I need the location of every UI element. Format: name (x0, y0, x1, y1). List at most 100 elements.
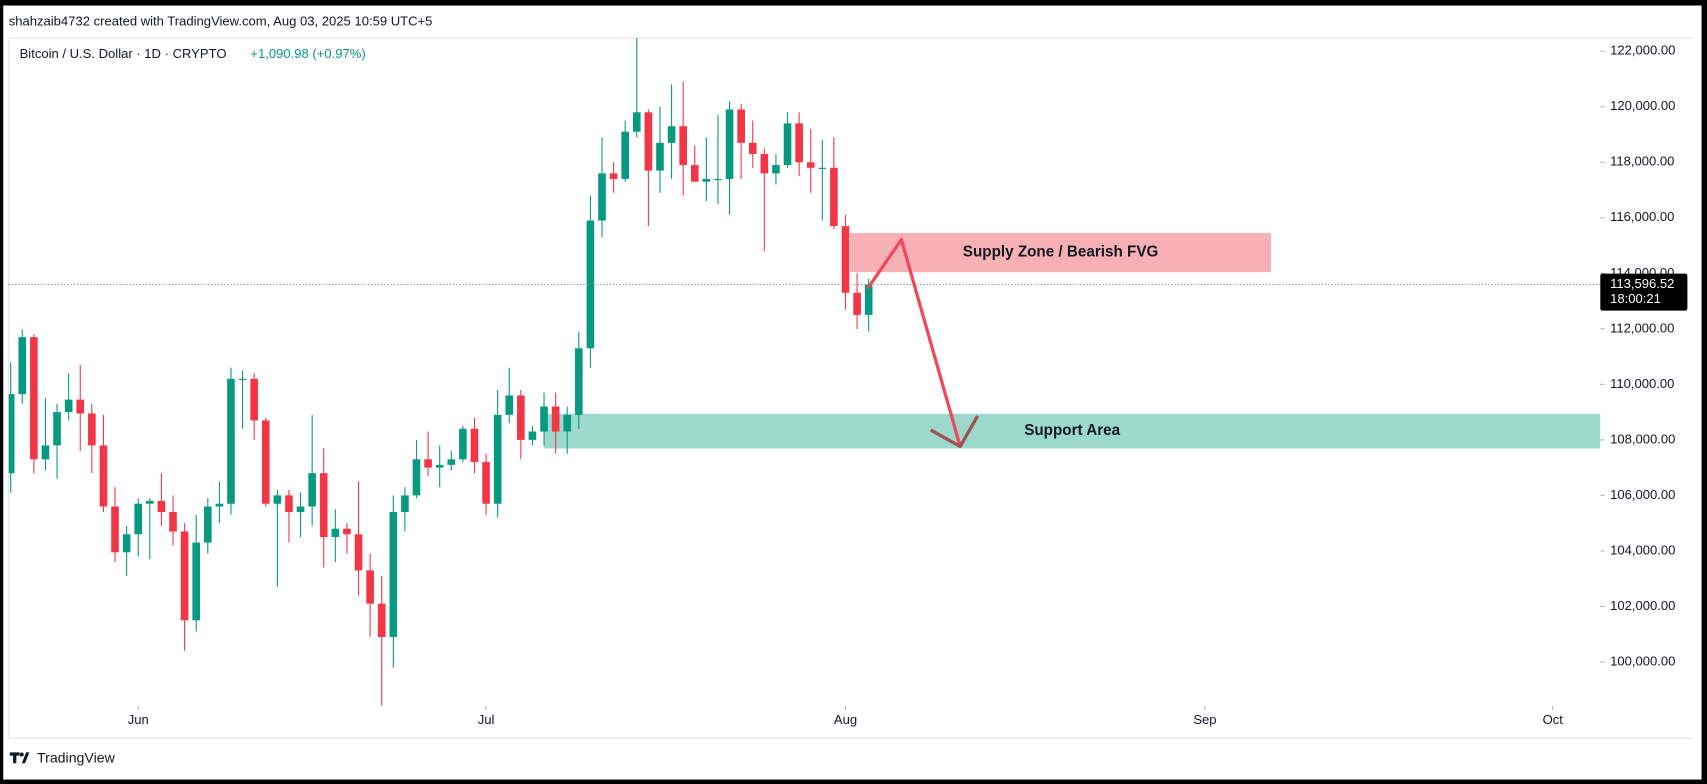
candle-body (273, 495, 282, 504)
candle-body (377, 603, 386, 637)
candle-body (818, 167, 827, 169)
zone-label: Support Area (1024, 422, 1120, 439)
candle-body (354, 534, 363, 571)
candle-body (656, 142, 664, 171)
candle-body (621, 131, 630, 179)
candle-body (215, 503, 224, 507)
candle-body (748, 142, 757, 154)
candle-body (737, 109, 745, 143)
candle-body (830, 167, 838, 227)
arrow-head (930, 415, 980, 449)
candle-body (598, 173, 606, 221)
candle-body (517, 395, 525, 440)
candle-body (227, 378, 235, 504)
candle-body (864, 284, 873, 315)
candle-body (134, 503, 143, 535)
y-tick-label: 104,000.00 (1610, 542, 1675, 557)
y-tick-label: 118,000.00 (1610, 154, 1674, 169)
last-price-box (1600, 273, 1688, 311)
candle-body (760, 153, 769, 174)
candle-body (714, 178, 722, 181)
y-tick-label: 108,000.00 (1610, 431, 1675, 446)
candle-body (482, 462, 490, 504)
candle-body (30, 337, 38, 460)
candle-body (459, 428, 467, 460)
x-tick-label: Aug (834, 712, 857, 727)
candle-body (667, 126, 676, 143)
candle-body (308, 473, 316, 507)
candle-body (180, 531, 189, 621)
candle-body (632, 112, 641, 132)
candle-body (772, 165, 780, 174)
zones (544, 233, 1601, 449)
zone-label: Supply Zone / Bearish FVG (963, 244, 1159, 261)
candle-body (551, 406, 560, 432)
y-tick-label: 102,000.00 (1610, 598, 1675, 613)
brand-logo (9, 752, 30, 764)
y-tick-label: 100,000.00 (1610, 653, 1675, 668)
candle-body (505, 395, 514, 415)
candle-body (366, 570, 374, 604)
candle-body (285, 495, 293, 513)
candle-body (424, 459, 432, 468)
candle-body (609, 173, 618, 179)
legend-title: Bitcoin / U.S. Dollar · 1D · CRYPTO (20, 46, 227, 61)
candle-body (157, 500, 166, 513)
footer-brand: TradingView (9, 750, 116, 766)
credit: shahzaib4732 created with TradingView.co… (9, 13, 433, 28)
projection-arrow (866, 237, 962, 447)
candle-body (76, 399, 85, 414)
x-tick-label: Jun (128, 712, 149, 727)
candle-body (88, 413, 96, 446)
brand-logo-dot (19, 752, 24, 757)
candle-body (690, 165, 699, 182)
candle-body (725, 109, 734, 179)
candle-body (146, 500, 154, 504)
candle-body (644, 112, 653, 171)
candle-body (435, 464, 444, 468)
candle-body (296, 506, 305, 513)
candle-body (238, 378, 247, 380)
y-tick-label: 110,000.00 (1610, 376, 1674, 391)
x-tick-label: Jul (478, 712, 495, 727)
candle-body (389, 512, 398, 637)
x-tick-label: Oct (1543, 712, 1564, 727)
candle-body (528, 431, 537, 440)
zone (850, 233, 1272, 273)
candle-body (53, 412, 61, 446)
candle-body (841, 226, 850, 293)
brand-name: TradingView (37, 750, 116, 766)
canvas (3, 5, 1702, 780)
overlay (866, 237, 980, 449)
candle-body (412, 459, 421, 496)
y-tick-label: 122,000.00 (1610, 43, 1675, 58)
candle-body (64, 399, 73, 413)
candle-body (192, 542, 201, 621)
x-tick-label: Sep (1193, 712, 1216, 727)
candle-body (806, 162, 815, 168)
candle-body (493, 414, 502, 504)
zone (544, 413, 1601, 449)
countdown: 18:00:21 (1610, 291, 1661, 306)
candle-body (447, 459, 456, 465)
candle-body (18, 337, 27, 395)
y-tick-label: 116,000.00 (1610, 209, 1674, 224)
last-price-label: 113,596.52 (1610, 276, 1674, 291)
legend-change: +1,090.98 (+0.97%) (250, 46, 365, 61)
candle-body (540, 406, 548, 432)
candle-body (470, 428, 479, 463)
candle-body (563, 414, 572, 432)
candle-body (111, 506, 119, 553)
candle-body (122, 534, 131, 553)
candle-body (261, 420, 270, 504)
y-tick-label: 112,000.00 (1610, 320, 1674, 335)
candles (8, 38, 873, 706)
candle-body (169, 512, 177, 532)
candle-body (8, 394, 15, 474)
candle-body (41, 445, 50, 460)
candle-body (575, 348, 583, 415)
candle-body (401, 495, 409, 513)
candle-body (343, 528, 351, 535)
